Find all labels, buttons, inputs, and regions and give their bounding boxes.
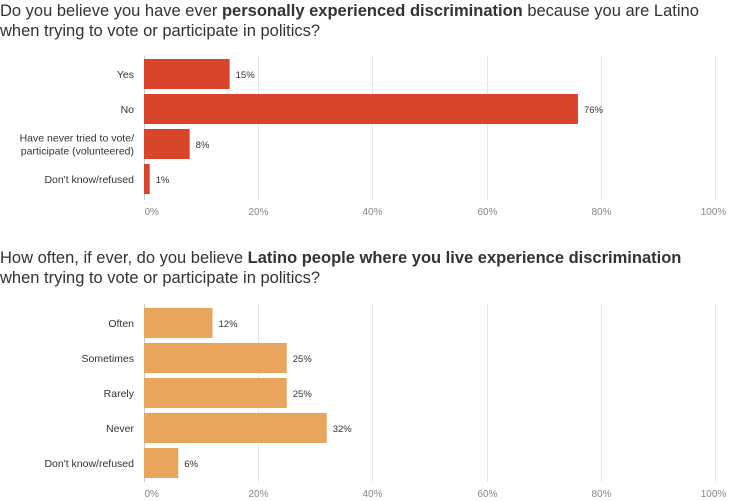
chart-2-bar: [144, 413, 327, 443]
chart-1-x-tick-label: 80%: [591, 207, 611, 218]
chart-1-title: Do you believe you have ever personally …: [0, 1, 725, 41]
chart-2-x-tick-label: 60%: [477, 489, 497, 500]
chart-1-category-label: Have never tried to vote/: [20, 133, 134, 145]
chart-1-category-label: participate (volunteered): [21, 146, 134, 158]
chart-2-category-label: Often: [108, 318, 134, 330]
chart-2-category-label: Don't know/refused: [44, 458, 134, 470]
chart-2-x-tick-label: 80%: [591, 489, 611, 500]
chart-1-bar: [144, 164, 150, 194]
chart-2-title: How often, if ever, do you believe Latin…: [0, 248, 725, 288]
chart-2-value-label: 25%: [293, 354, 313, 365]
chart-2-bar: [144, 308, 213, 338]
chart-1-x-tick-label: 20%: [248, 207, 268, 218]
chart-2-category-label: Never: [106, 423, 135, 435]
chart-2-value-label: 12%: [219, 319, 239, 330]
chart-2-bar: [144, 378, 287, 408]
chart-1-value-label: 76%: [584, 105, 604, 116]
chart-2-value-label: 6%: [184, 459, 198, 470]
chart-1-category-label: Don't know/refused: [44, 174, 134, 186]
chart-1-category-label: Yes: [117, 69, 134, 81]
chart-2-value-label: 32%: [333, 424, 353, 435]
chart-2-title-suffix: when trying to vote or participate in po…: [0, 269, 321, 287]
chart-1-value-label: 8%: [196, 140, 210, 151]
chart-1-x-tick-label: 60%: [477, 207, 497, 218]
chart-1-bar: [144, 94, 578, 124]
chart-2-x-tick-label: 100%: [701, 489, 727, 500]
chart-2-bar: [144, 343, 287, 373]
chart-1-x-tick-label: 40%: [362, 207, 382, 218]
chart-1-value-label: 1%: [156, 175, 170, 186]
chart-1-category-label: No: [121, 104, 135, 116]
chart-2-bar: [144, 448, 179, 478]
chart-2-x-tick-label: 0%: [145, 489, 160, 500]
chart-1-bar: [144, 59, 230, 89]
chart-2-category-label: Sometimes: [81, 353, 134, 365]
chart-2-title-bold: Latino people where you live experience …: [247, 249, 682, 267]
chart-1-bar: [144, 129, 190, 159]
chart-1-value-label: 15%: [236, 70, 256, 81]
chart-1-title-suffix: because you are Latino when trying to vo…: [0, 2, 699, 40]
chart-1-x-tick-label: 0%: [145, 207, 160, 218]
chart-1-x-tick-label: 100%: [701, 207, 727, 218]
chart-2-x-tick-label: 40%: [362, 489, 382, 500]
chart-2-x-tick-label: 20%: [248, 489, 268, 500]
chart-1-title-bold: personally experienced discrimination: [221, 2, 523, 20]
chart-1-bar-chart: 0% 20% 40% 60% 80% 100% Yes 15% No 76% Have never …: [20, 56, 727, 218]
chart-2-category-label: Rarely: [104, 388, 135, 400]
chart-1-title-prefix: Do you believe you have ever: [0, 2, 222, 20]
chart-2-title-prefix: How often, if ever, do you believe: [0, 249, 248, 267]
chart-2-value-label: 25%: [293, 389, 313, 400]
